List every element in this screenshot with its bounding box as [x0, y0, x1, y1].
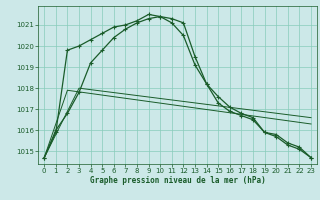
X-axis label: Graphe pression niveau de la mer (hPa): Graphe pression niveau de la mer (hPa) [90, 176, 266, 185]
